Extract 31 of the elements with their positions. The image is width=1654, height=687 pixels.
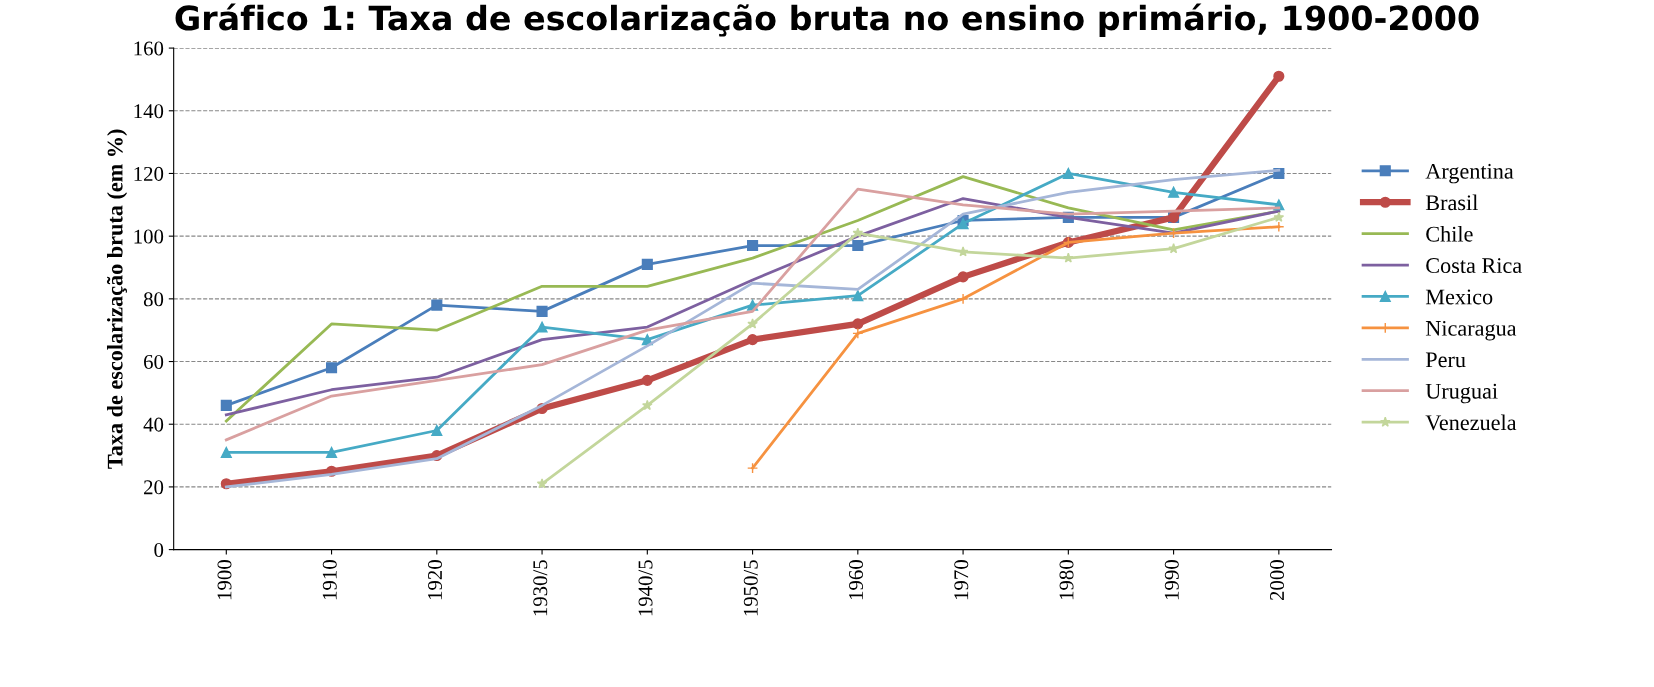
x-tick-label: 1970 <box>954 560 969 600</box>
legend-label: Mexico <box>1425 289 1493 305</box>
y-tick-label: 0 <box>154 542 164 558</box>
x-tick-label: 1980 <box>1059 560 1074 600</box>
y-tick-label: 80 <box>143 292 164 307</box>
y-tick-label: 60 <box>144 354 164 369</box>
y-tick-label: 20 <box>144 480 164 495</box>
x-tick-label: 1990 <box>1164 560 1179 600</box>
y-tick-label: 160 <box>134 41 164 56</box>
x-tick-label: 1950/5 <box>743 560 758 616</box>
legend-label: Chile <box>1426 226 1473 242</box>
y-axis-title: Taxa de escolarização bruta (em %) <box>106 129 128 469</box>
y-tick-label: 120 <box>134 166 164 181</box>
legend-label: Costa Rica <box>1426 258 1522 274</box>
legend-label: Brasil <box>1425 194 1478 211</box>
y-tick-label: 40 <box>143 417 164 432</box>
y-tick-label: 140 <box>134 104 164 119</box>
legend-label: Nicaragua <box>1425 320 1517 341</box>
x-tick-label: 2000 <box>1270 560 1285 601</box>
legend-label: Uruguai <box>1425 383 1498 404</box>
x-tick-label: 1960 <box>848 560 864 600</box>
chart-title: Gráfico 1: Taxa de escolarização bruta no ensino primário, 1900-2000 <box>175 3 1479 38</box>
legend-label: Argentina <box>1425 163 1514 184</box>
x-tick-label: 1940/5 <box>638 560 653 616</box>
x-tick-label: 1920 <box>427 560 443 600</box>
y-tick-label: 100 <box>134 229 164 244</box>
x-tick-label: 1930/5 <box>533 560 548 616</box>
x-tick-label: 1910 <box>322 560 337 600</box>
legend-label: Venezuela <box>1425 414 1517 431</box>
legend-label: Peru <box>1425 352 1466 368</box>
x-tick-label: 1900 <box>217 560 232 600</box>
